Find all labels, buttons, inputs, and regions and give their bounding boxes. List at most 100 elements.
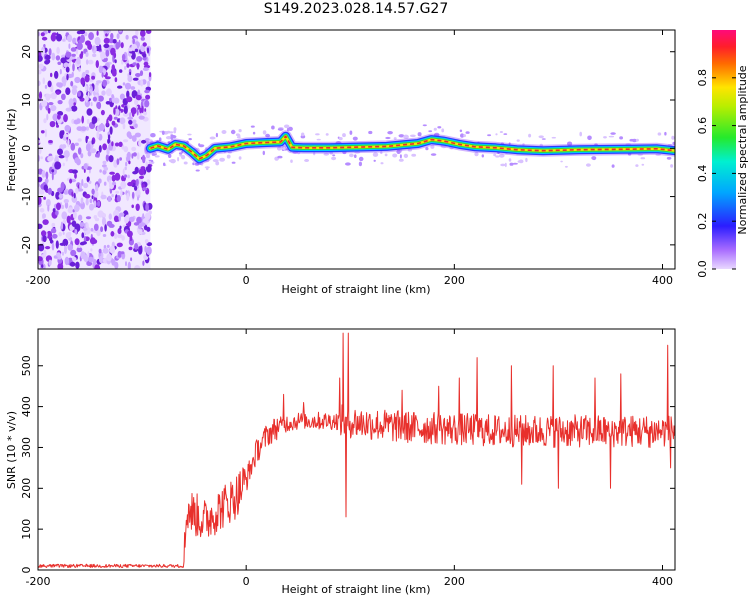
noise-blob	[127, 116, 134, 120]
noise-blob	[57, 263, 64, 269]
ridge-halo-speck	[358, 156, 364, 162]
noise-blob	[106, 147, 110, 156]
noise-blob	[70, 80, 74, 87]
noise-blob	[69, 178, 73, 184]
ridge-halo-speck	[671, 135, 675, 140]
noise-blob	[119, 212, 125, 217]
noise-blob	[83, 182, 89, 189]
ridge-halo-speck	[640, 157, 646, 160]
ridge-halo-speck	[411, 153, 417, 157]
noise-blob	[70, 249, 77, 257]
ridge-halo-speck	[504, 162, 507, 168]
ridge-halo-speck	[331, 156, 337, 161]
ridge-halo-speck	[441, 128, 445, 133]
noise-blob	[126, 230, 133, 238]
noise-blob	[87, 59, 94, 65]
ridge-halo-speck	[594, 143, 598, 146]
ridge-halo-speck	[170, 134, 174, 137]
ridge-halo-speck	[407, 148, 413, 152]
noise-blob	[47, 204, 50, 212]
noise-blob	[89, 237, 96, 245]
noise-blob	[40, 156, 43, 160]
noise-blob	[56, 46, 60, 55]
noise-blob	[94, 190, 99, 198]
colorbar-tick-label: 0.6	[696, 117, 709, 135]
noise-blob	[67, 207, 74, 214]
noise-blob	[142, 213, 145, 221]
ridge-halo-speck	[215, 132, 218, 138]
noise-blob	[131, 204, 134, 209]
noise-blob	[105, 33, 108, 37]
noise-blob	[103, 30, 110, 33]
noise-blob	[57, 61, 62, 65]
noise-blob	[50, 84, 54, 93]
snr-x-tick-label: -200	[26, 575, 51, 588]
noise-blob	[45, 177, 49, 184]
noise-blob	[73, 119, 80, 125]
noise-blob	[41, 264, 44, 268]
colorbar-tick-label: 0.8	[696, 69, 709, 87]
noise-blob	[71, 53, 76, 57]
spectrogram-frame	[37, 29, 676, 270]
ridge-halo-speck	[551, 136, 556, 139]
ridge-halo-speck	[161, 130, 165, 135]
ridge-halo-speck	[195, 169, 200, 172]
noise-blob	[52, 233, 58, 239]
noise-blob	[123, 174, 128, 178]
noise-blob	[38, 186, 41, 195]
ridge-halo-speck	[463, 134, 466, 138]
noise-blob	[139, 222, 146, 227]
noise-blob	[98, 44, 102, 51]
ridge-halo-speck	[271, 125, 275, 130]
ridge-halo-speck	[345, 162, 351, 166]
noise-blob	[91, 46, 95, 51]
ridge-halo-speck	[288, 126, 293, 131]
noise-blob	[85, 198, 89, 206]
ridge-halo-speck	[354, 154, 357, 158]
ridge-halo-speck	[236, 136, 241, 139]
ridge-halo-speck	[481, 154, 484, 158]
ridge-halo-speck	[332, 154, 336, 157]
noise-blob	[98, 145, 102, 153]
noise-blob	[112, 181, 117, 186]
noise-blob	[139, 175, 144, 179]
noise-blob	[54, 70, 59, 79]
noise-blob	[96, 30, 99, 36]
noise-blob	[95, 184, 99, 192]
noise-blob	[131, 146, 137, 152]
noise-blob	[57, 100, 63, 105]
noise-blob	[60, 221, 64, 230]
noise-blob	[113, 215, 119, 223]
noise-blob	[66, 73, 69, 81]
ridge-halo-speck	[503, 133, 508, 135]
noise-blob	[45, 171, 49, 180]
noise-blob	[121, 60, 124, 65]
noise-blob	[76, 42, 83, 50]
noise-blob	[76, 56, 81, 65]
noise-blob	[90, 227, 94, 232]
ridge-halo-speck	[672, 141, 675, 145]
noise-blob	[132, 62, 137, 66]
ridge-halo-speck	[508, 158, 512, 162]
noise-blob	[60, 181, 65, 191]
noise-blob	[86, 108, 93, 116]
colorbar-label: Normalized spectral amplitude	[736, 65, 749, 234]
noise-blob	[91, 75, 96, 80]
noise-blob	[83, 163, 88, 170]
noise-blob	[41, 100, 48, 107]
noise-blob	[51, 222, 56, 228]
noise-blob	[85, 95, 89, 103]
ridge-halo-speck	[325, 133, 329, 136]
noise-blob	[114, 172, 121, 181]
noise-blob	[138, 139, 142, 148]
noise-blob	[74, 238, 80, 246]
ridge-halo-speck	[315, 133, 320, 136]
noise-blob	[85, 59, 89, 65]
noise-blob	[134, 48, 139, 53]
spectrogram-y-ticks: -20 -10 0 10 20	[20, 45, 675, 254]
noise-blob	[126, 192, 130, 202]
noise-blob	[56, 202, 61, 211]
noise-blob	[87, 91, 90, 98]
noise-blob	[115, 190, 120, 194]
ridge-halo-speck	[474, 151, 479, 157]
